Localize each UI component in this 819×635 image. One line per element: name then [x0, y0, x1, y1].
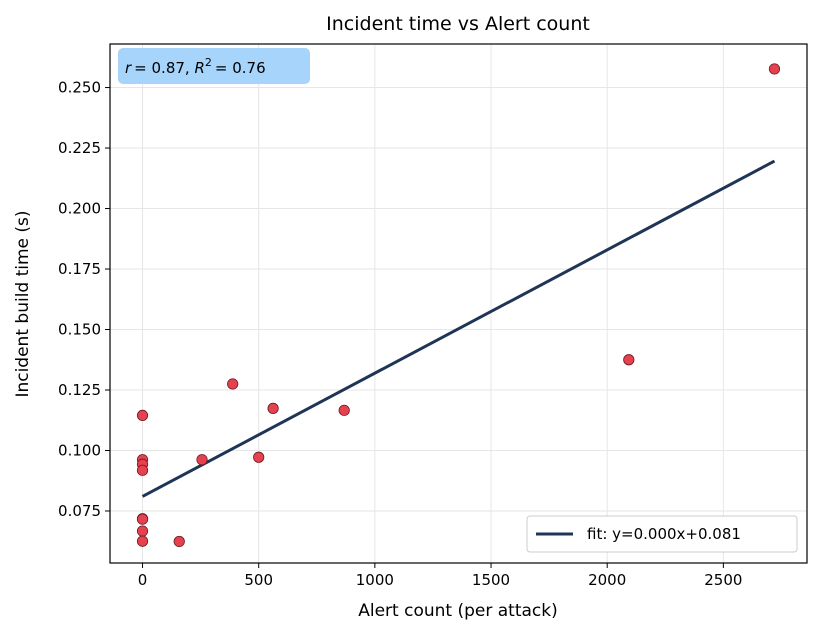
data-point — [136, 525, 149, 537]
y-axis-label: Incident build time (s) — [13, 210, 33, 397]
legend-fit-label: fit: y=0.000x+0.081 — [587, 525, 741, 543]
x-axis-label: Alert count (per attack) — [358, 601, 558, 621]
plot-area — [109, 43, 808, 564]
y-tick-label: 0.150 — [58, 321, 101, 339]
data-point — [253, 451, 265, 463]
data-point — [338, 404, 350, 416]
legend-box — [526, 515, 798, 553]
data-point — [267, 402, 279, 414]
chart-title: Incident time vs Alert count — [326, 13, 590, 35]
data-point — [136, 409, 149, 422]
data-point — [136, 464, 149, 476]
x-tick-label: 1500 — [472, 571, 510, 589]
data-points — [136, 63, 781, 548]
x-tick-label: 500 — [244, 571, 273, 589]
y-tick-label: 0.100 — [58, 441, 101, 459]
stats-label: r = 0.87, R2 = 0.76 — [125, 56, 266, 77]
y-tick-label: 0.075 — [58, 502, 101, 520]
y-tick-label: 0.125 — [58, 381, 101, 399]
stats-box: r = 0.87, R2 = 0.76 — [118, 48, 310, 84]
data-point — [623, 354, 635, 366]
data-point — [196, 454, 208, 466]
y-tick-label: 0.200 — [58, 200, 101, 218]
data-point — [227, 378, 239, 390]
x-tick-label: 1000 — [356, 571, 394, 589]
y-tick-label: 0.175 — [58, 260, 101, 278]
y-tick-label: 0.225 — [58, 139, 101, 157]
data-point — [173, 535, 185, 548]
x-tick-label: 2000 — [588, 571, 626, 589]
legend: fit: y=0.000x+0.081 — [526, 515, 798, 553]
x-tick-label: 0 — [138, 571, 148, 589]
data-point — [136, 535, 149, 547]
grid — [110, 44, 807, 563]
fit-line-group — [141, 159, 776, 498]
y-tick-label: 0.250 — [58, 79, 101, 97]
data-point — [136, 513, 149, 525]
x-tick-label: 2500 — [704, 571, 742, 589]
stats-box-bg — [118, 48, 310, 84]
data-point — [768, 63, 781, 75]
axis-ticks: 0 500 1000 1500 2000 2500 0.075 0.100 0.125 0.150… — [58, 79, 742, 589]
fit-line — [141, 159, 776, 498]
